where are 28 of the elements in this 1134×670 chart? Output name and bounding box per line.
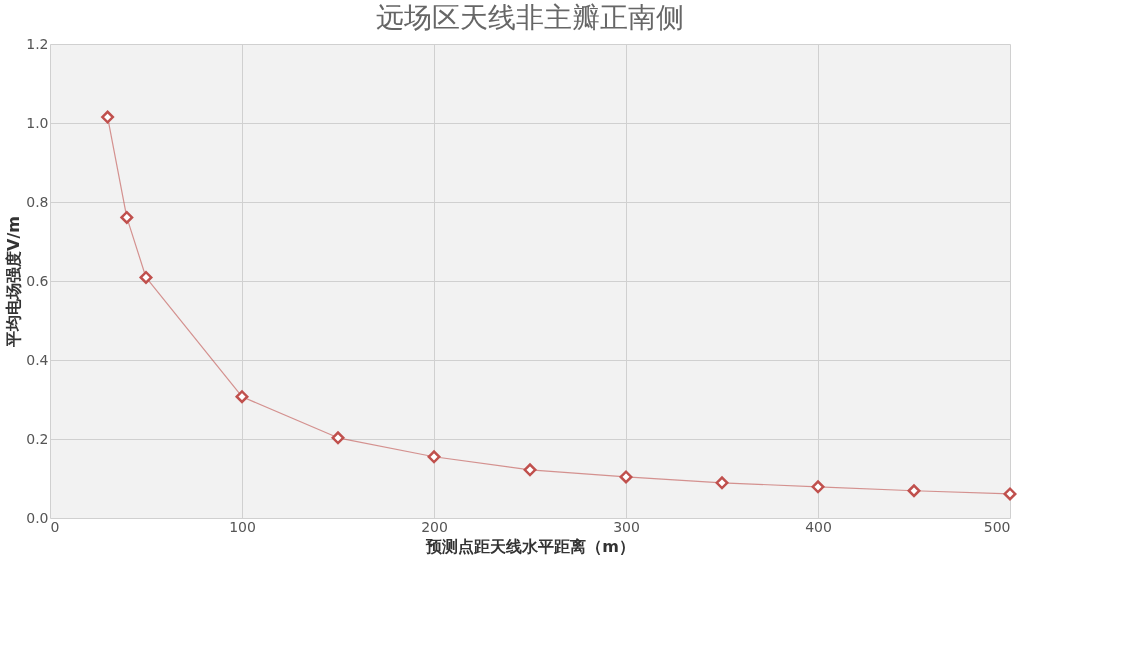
x-tick-label: 400: [805, 518, 832, 535]
y-tick-label: 0.2: [26, 430, 49, 447]
point: [139, 270, 153, 284]
y-tick-label: 0.8: [26, 193, 49, 210]
y-axis-title: 平均电场强度V/m: [4, 216, 24, 348]
point: [523, 463, 537, 477]
x-tick-label: 500: [983, 518, 1011, 535]
point: [331, 431, 345, 445]
point: [120, 210, 134, 224]
y-tick-label: 0.4: [26, 351, 49, 368]
x-axis-title: 预测点距天线水平距离（m）: [425, 536, 635, 556]
chart-title: 远场区天线非主瓣正南侧: [376, 1, 684, 34]
point: [1003, 487, 1017, 501]
y-tick-label: 0.0: [26, 509, 49, 526]
point: [427, 450, 441, 464]
point: [715, 476, 729, 490]
y-tick-label: 0.6: [26, 272, 49, 289]
x-tick-label: 300: [613, 518, 640, 535]
y-tick-label: 1.2: [26, 35, 49, 52]
point: [619, 470, 633, 484]
x-tick-label: 100: [229, 518, 256, 535]
x-tick-label: 0: [50, 518, 60, 535]
point: [101, 110, 115, 124]
point: [907, 484, 921, 498]
point: [811, 480, 825, 494]
x-tick-label: 200: [421, 518, 448, 535]
y-tick-label: 1.0: [26, 114, 49, 131]
point: [235, 390, 249, 404]
